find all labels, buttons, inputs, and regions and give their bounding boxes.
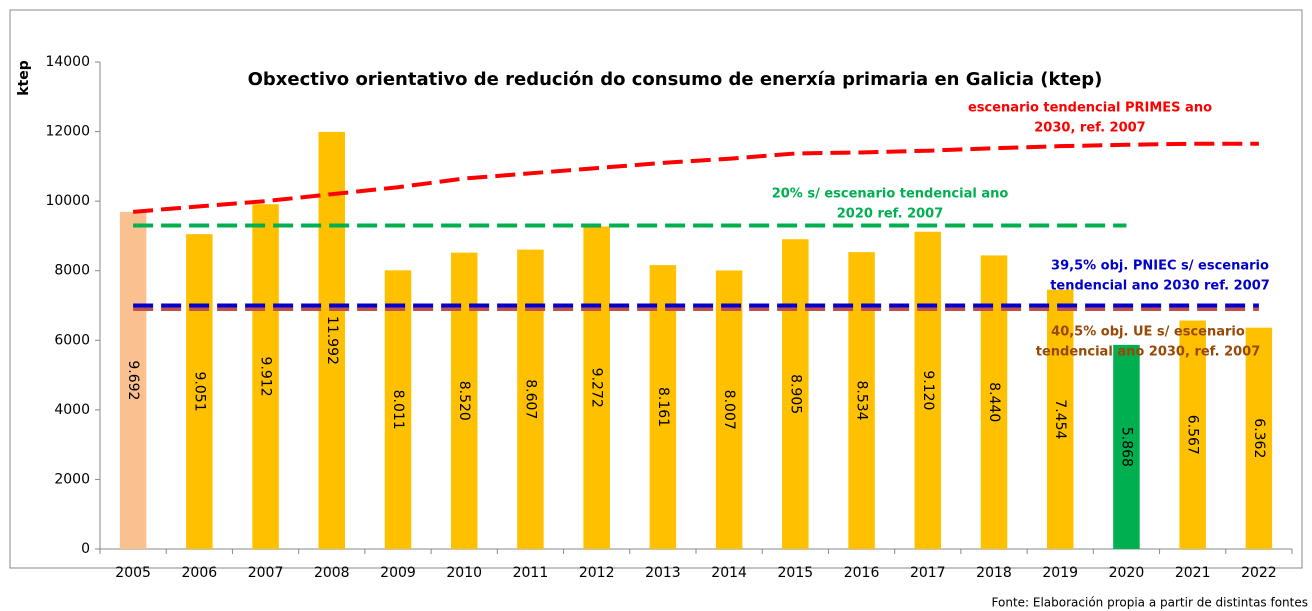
annotation: tendencial ano 2030 ref. 2007 (1050, 279, 1270, 294)
bar-label: 8.161 (655, 387, 671, 427)
y-tick-label: 10000 (45, 193, 90, 209)
x-tick-label: 2018 (976, 565, 1012, 581)
bar (782, 239, 809, 549)
annotation: 40,5% obj. UE s/ escenario (1051, 325, 1245, 340)
annotation: 2030, ref. 2007 (1034, 121, 1145, 136)
x-tick-label: 2006 (182, 565, 218, 581)
bar (252, 204, 279, 550)
bar (1113, 344, 1140, 549)
x-tick-label: 2008 (314, 565, 350, 581)
bar-label: 8.905 (787, 374, 803, 414)
bar (1179, 320, 1206, 549)
y-axis-label: ktep (16, 60, 32, 96)
bar-label: 9.692 (125, 360, 141, 400)
x-tick-label: 2017 (910, 565, 946, 581)
y-tick-label: 6000 (54, 332, 90, 348)
x-tick-label: 2021 (1175, 565, 1211, 581)
bar-label: 11.992 (324, 316, 340, 365)
bar (318, 131, 346, 549)
bar (119, 211, 147, 549)
bar-label: 6.362 (1251, 418, 1267, 458)
bar (715, 270, 743, 549)
x-tick-label: 2010 (446, 565, 482, 581)
bar-label: 8.520 (456, 381, 472, 421)
x-tick-label: 2015 (778, 565, 814, 581)
x-tick-label: 2012 (579, 565, 615, 581)
bar-label: 8.007 (721, 390, 737, 430)
y-tick-label: 4000 (54, 402, 90, 418)
annotation: 39,5% obj. PNIEC s/ escenario (1051, 259, 1269, 274)
bar-label: 9.120 (920, 370, 936, 410)
annotation: tendencial ano 2030, ref. 2007 (1036, 345, 1261, 360)
bar-label: 9.272 (589, 368, 605, 408)
bar (384, 270, 412, 549)
bar (450, 252, 478, 549)
chart-title: Obxectivo orientativo de redución do con… (248, 69, 1103, 90)
bar (1245, 327, 1273, 549)
bar-label: 7.454 (1052, 399, 1068, 439)
source: Fonte: Elaboración propia a partir de di… (992, 596, 1308, 610)
bar-label: 8.440 (986, 382, 1002, 422)
bar-label: 6.567 (1185, 415, 1201, 455)
y-tick-label: 2000 (54, 471, 90, 487)
y-tick-label: 0 (81, 541, 90, 557)
annotation: 2020 ref. 2007 (837, 207, 944, 222)
x-tick-label: 2011 (513, 565, 549, 581)
y-tick-label: 8000 (54, 263, 90, 279)
x-tick-label: 2014 (711, 565, 747, 581)
bar-label: 8.534 (854, 381, 870, 421)
annotation: 20% s/ escenario tendencial ano (772, 187, 1009, 202)
bar-label: 8.011 (390, 390, 406, 430)
bar (649, 265, 677, 549)
bar (583, 226, 610, 549)
bar-label: 8.607 (522, 379, 538, 419)
bar-label: 9.051 (191, 372, 207, 412)
x-tick-label: 2005 (115, 565, 151, 581)
y-tick-label: 12000 (45, 124, 90, 140)
bar (1046, 289, 1074, 549)
y-tick-label: 14000 (45, 54, 90, 70)
x-tick-label: 2007 (248, 565, 284, 581)
x-tick-label: 2009 (380, 565, 416, 581)
x-tick-label: 2016 (844, 565, 880, 581)
x-tick-label: 2013 (645, 565, 681, 581)
x-tick-label: 2019 (1042, 565, 1078, 581)
annotation: escenario tendencial PRIMES ano (968, 101, 1212, 116)
x-tick-label: 2020 (1109, 565, 1145, 581)
bar (914, 231, 942, 550)
x-tick-label: 2022 (1241, 565, 1277, 581)
bar-label: 5.868 (1118, 427, 1134, 467)
target-line (132, 141, 1259, 214)
bar (517, 249, 544, 549)
bar (848, 252, 875, 549)
bar-label: 9.912 (258, 357, 274, 397)
bar (186, 234, 213, 550)
